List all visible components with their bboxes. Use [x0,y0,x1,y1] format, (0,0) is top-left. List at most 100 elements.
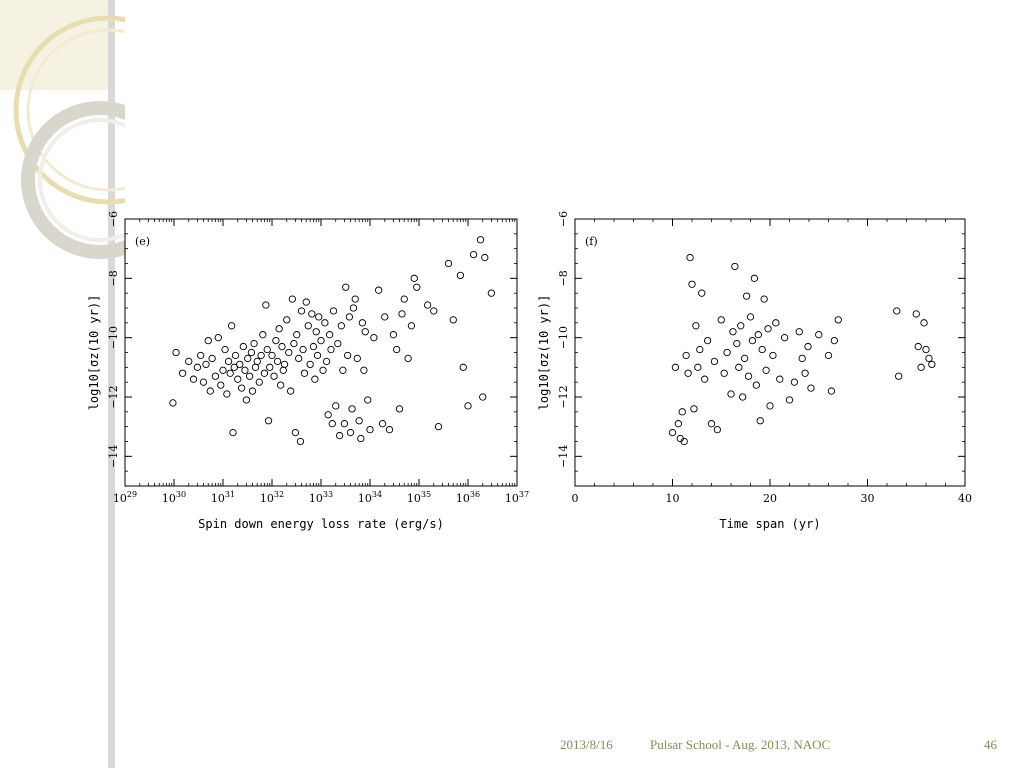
data-point [378,420,387,428]
data-point [340,420,349,428]
x-tick-label: 1029 [113,490,137,505]
data-point [742,292,751,300]
footer-date: 2013/8/16 [560,737,613,752]
data-point [361,328,369,336]
data-point [444,259,453,268]
x-axis-label: Time span (yr) [719,517,820,531]
left-edge-bar [108,0,115,768]
data-point [300,369,309,377]
data-point [385,425,394,434]
data-point [824,351,833,360]
data-point [345,313,354,321]
data-point [279,366,287,374]
data-point [692,322,700,330]
data-point [270,372,278,380]
data-point [223,390,231,398]
data-point [344,351,352,360]
data-point [246,372,254,380]
data-point [315,313,323,321]
data-point [231,351,240,360]
data-point [348,405,356,413]
data-point [834,316,842,324]
data-point [286,387,295,395]
data-point [413,283,421,291]
data-point [393,345,401,354]
data-point [696,345,704,354]
data-point [275,325,283,333]
data-point [780,334,789,342]
data-point [339,366,347,374]
data-point [299,345,307,354]
ring-gold-inner [26,28,125,192]
data-point [185,357,193,366]
data-point [211,372,220,380]
data-point [739,393,747,401]
data-point [400,295,408,303]
data-point [481,253,489,262]
data-point [221,345,229,354]
data-point [244,354,252,363]
data-point [276,381,285,389]
data-point [268,351,276,360]
data-point [337,322,345,330]
data-point [325,331,334,339]
data-point [754,331,762,339]
data-point [297,307,306,315]
ring-grey [21,101,125,259]
data-point [750,274,759,282]
data-point [291,428,300,437]
data-point [266,363,274,371]
data-point [313,351,322,360]
data-point [319,366,327,374]
data-point [686,253,694,262]
data-point [766,402,774,410]
data-point [479,393,487,401]
data-point [283,316,291,324]
y-axis-label: log10[σz(10 yr)] [87,295,101,411]
data-point [353,354,361,363]
data-point [430,307,438,315]
data-point [234,375,242,383]
data-point [694,363,702,371]
data-point [360,366,368,374]
data-point [735,363,743,371]
data-point [250,339,258,348]
data-point [278,342,286,351]
data-point [172,348,180,357]
data-point [744,372,753,380]
data-point [690,405,698,413]
data-point [237,384,246,392]
data-point [273,357,282,366]
data-point [206,387,214,395]
data-point [312,328,320,336]
data-point [280,360,289,369]
data-point [476,236,485,244]
data-point [723,348,731,357]
x-tick-label: 1033 [309,490,333,505]
y-tick-label: −10 [557,326,570,349]
data-point [324,411,332,419]
data-point [358,319,367,327]
data-point [351,295,359,303]
data-point [790,378,799,386]
data-point [410,274,418,282]
data-point [309,342,318,351]
data-point [227,322,236,330]
panel-label: (e) [135,235,150,248]
y-tick-label: −8 [107,270,120,286]
data-point [332,402,340,410]
data-point [914,342,922,351]
data-point [922,345,930,354]
data-point [760,295,768,303]
plot-frame [574,218,966,487]
data-point [308,310,316,318]
data-point [731,262,739,271]
data-point [230,363,238,371]
x-tick-label: 20 [763,492,777,505]
x-tick-label: 10 [666,492,680,505]
data-point [925,354,933,363]
x-tick-label: 1035 [407,490,431,505]
data-point [688,280,696,288]
y-tick-label: −10 [107,326,120,349]
x-tick-label: 1032 [260,490,284,505]
